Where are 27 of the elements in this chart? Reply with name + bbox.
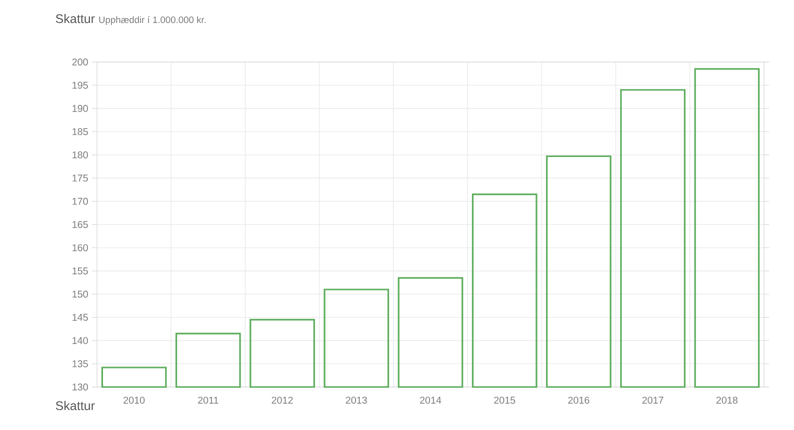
y-tick-label: 200 [72, 58, 88, 66]
y-tick-label: 155 [72, 267, 88, 274]
y-tick-label: 170 [72, 198, 88, 205]
text: Skattur [56, 400, 95, 410]
y-tick-label: 175 [72, 174, 88, 182]
y-tick-label: 195 [72, 82, 88, 89]
x-tick-label: 2015 [494, 396, 516, 404]
y-tick-label: 165 [72, 221, 88, 228]
x-tick-label: 2012 [272, 396, 293, 404]
y-tick-label: 185 [72, 128, 88, 136]
y-tick-label: 145 [72, 314, 88, 321]
y-tick-label: 190 [72, 104, 88, 112]
x-tick-label: 2018 [716, 396, 738, 404]
y-tick-label: 160 [72, 244, 88, 252]
y-tick-label: 180 [72, 151, 88, 158]
y-tick-label: 150 [72, 290, 88, 298]
chart-title: Skattur [56, 14, 95, 24]
y-tick-label: 130 [72, 383, 88, 390]
x-tick-label: 2016 [568, 396, 590, 404]
chart-subtitle: Upphæddir í 1.000.000 kr. [99, 16, 206, 25]
x-tick-label: 2013 [346, 396, 367, 404]
x-tick-label: 2011 [198, 396, 218, 404]
y-tick-label: 140 [72, 337, 88, 344]
y-tick-label: 135 [72, 360, 88, 368]
x-tick-label: 2017 [642, 396, 664, 404]
x-tick-label: 2010 [124, 396, 145, 404]
x-tick-label: 2014 [420, 396, 442, 404]
